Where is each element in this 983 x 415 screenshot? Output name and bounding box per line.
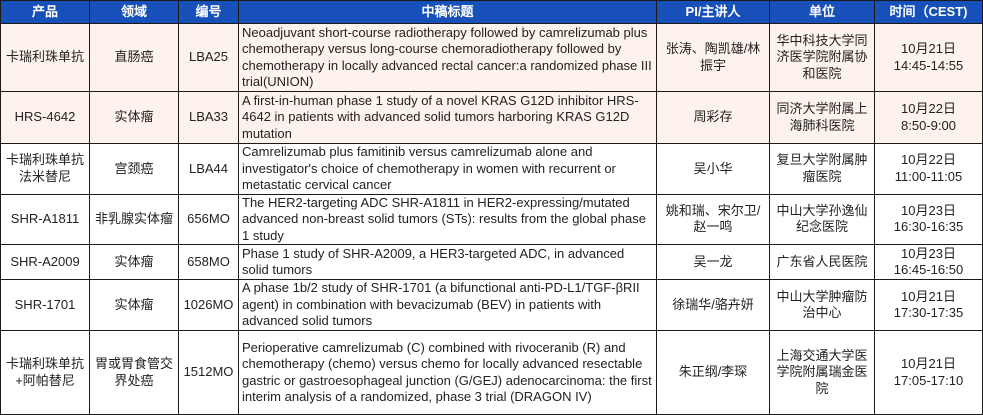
time-cell: 10月22日 8:50-9:00: [874, 91, 983, 144]
date: 10月22日: [901, 152, 956, 168]
code-cell: 656MO: [178, 193, 239, 245]
title-cell: Camrelizumab plus famitinib versus camre…: [238, 143, 657, 195]
pi-cell: 吴一龙: [656, 244, 770, 280]
product-cell: 卡瑞利珠单抗: [0, 23, 90, 92]
code-cell: LBA44: [178, 143, 239, 195]
title-cell: A first-in-human phase 1 study of a nove…: [238, 91, 657, 144]
title-cell: The HER2-targeting ADC SHR-A1811 in HER2…: [238, 193, 657, 245]
time-cell: 10月23日 16:45-16:50: [874, 244, 983, 280]
area-cell: 胃或胃食管交界处癌: [89, 330, 179, 415]
header-pi: PI/主讲人: [656, 0, 770, 24]
date: 10月21日: [901, 356, 956, 371]
product-cell: SHR-1701: [0, 279, 90, 331]
pi-cell: 张涛、陶凯雄/林振宇: [656, 23, 770, 92]
table-row: SHR-1701 实体瘤 1026MO A phase 1b/2 study of S…: [0, 279, 983, 331]
time-range: 17:30-17:35: [893, 305, 964, 320]
pi-cell: 周彩存: [656, 91, 770, 144]
area-cell: 非乳腺实体瘤: [89, 193, 179, 245]
time-cell: 10月21日 17:30-17:35: [874, 279, 983, 331]
unit-cell: 中山大学肿瘤防治中心: [769, 279, 875, 331]
table-row: 卡瑞利珠单抗 直肠癌 LBA25 Neoadjuvant short-course r…: [0, 23, 983, 92]
time-cell: 10月23日 16:30-16:35: [874, 193, 983, 245]
date: 10月21日: [901, 41, 956, 56]
code-cell: LBA33: [178, 91, 239, 144]
pi-cell: 姚和瑞、宋尔卫/赵一鸣: [656, 193, 770, 245]
product-cell: SHR-A1811: [0, 193, 90, 245]
area-cell: 直肠癌: [89, 23, 179, 92]
date: 10月21日: [901, 288, 956, 304]
header-unit: 单位: [769, 0, 875, 24]
title-cell: Neoadjuvant short-course radiotherapy fo…: [238, 23, 657, 92]
table-row: HRS-4642 实体瘤 LBA33 A first-in-human phase …: [0, 91, 983, 144]
time-range: 17:05-17:10: [893, 372, 964, 388]
time-range: 8:50-9:00: [901, 117, 956, 133]
time-cell: 10月21日 14:45-14:55: [874, 23, 983, 92]
pi-cell: 吴小华: [656, 143, 770, 195]
area-cell: 实体瘤: [89, 91, 179, 144]
table-row: 卡瑞利珠单抗+阿帕替尼 胃或胃食管交界处癌 1512MO Perioperative …: [0, 330, 983, 415]
time-cell: 10月21日 17:05-17:10: [874, 330, 983, 415]
header-row: 产品 领域 编号 中稿标题 PI/主讲人 单位 时间（CEST): [0, 0, 983, 24]
product-cell: 卡瑞利珠单抗+阿帕替尼: [0, 330, 90, 415]
pi-cell: 徐瑞华/骆卉妍: [656, 279, 770, 331]
header-title: 中稿标题: [238, 0, 657, 24]
unit-cell: 广东省人民医院: [769, 244, 875, 280]
date: 10月22日: [901, 101, 956, 116]
unit-cell: 同济大学附属上海肺科医院: [769, 91, 875, 144]
title-cell: Perioperative camrelizumab (C) combined …: [238, 330, 657, 415]
code-cell: LBA25: [178, 23, 239, 92]
product-cell: HRS-4642: [0, 91, 90, 144]
time-range: 16:30-16:35: [893, 219, 964, 235]
area-cell: 宫颈癌: [89, 143, 179, 195]
code-cell: 658MO: [178, 244, 239, 280]
time-range: 16:45-16:50: [893, 262, 964, 277]
table-row: 卡瑞利珠单抗法米替尼 宫颈癌 LBA44 Camrelizumab plus fami…: [0, 143, 983, 195]
code-cell: 1512MO: [178, 330, 239, 415]
time-range: 14:45-14:55: [893, 57, 964, 73]
header-product: 产品: [0, 0, 90, 24]
area-cell: 实体瘤: [89, 279, 179, 331]
time-range: 11:00-11:05: [894, 168, 963, 184]
pi-cell: 朱正纲/李琛: [656, 330, 770, 415]
header-area: 领域: [89, 0, 179, 24]
header-time: 时间（CEST): [874, 0, 983, 24]
table-row: SHR-A2009 实体瘤 658MO Phase 1 study of SHR-A2…: [0, 244, 983, 280]
unit-cell: 中山大学孙逸仙纪念医院: [769, 193, 875, 245]
title-cell: Phase 1 study of SHR-A2009, a HER3-targe…: [238, 244, 657, 280]
title-cell: A phase 1b/2 study of SHR-1701 (a bifunc…: [238, 279, 657, 331]
unit-cell: 华中科技大学同济医学院附属协和医院: [769, 23, 875, 92]
code-cell: 1026MO: [178, 279, 239, 331]
table-row: SHR-A1811 非乳腺实体瘤 656MO The HER2-targeting A…: [0, 193, 983, 245]
product-cell: SHR-A2009: [0, 244, 90, 280]
date: 10月23日: [901, 245, 956, 261]
header-code: 编号: [178, 0, 239, 24]
time-cell: 10月22日 11:00-11:05: [874, 143, 983, 195]
product-cell: 卡瑞利珠单抗法米替尼: [0, 143, 90, 195]
date: 10月23日: [901, 202, 956, 218]
unit-cell: 复旦大学附属肿瘤医院: [769, 143, 875, 195]
unit-cell: 上海交通大学医学院附属瑞金医院: [769, 330, 875, 415]
area-cell: 实体瘤: [89, 244, 179, 280]
